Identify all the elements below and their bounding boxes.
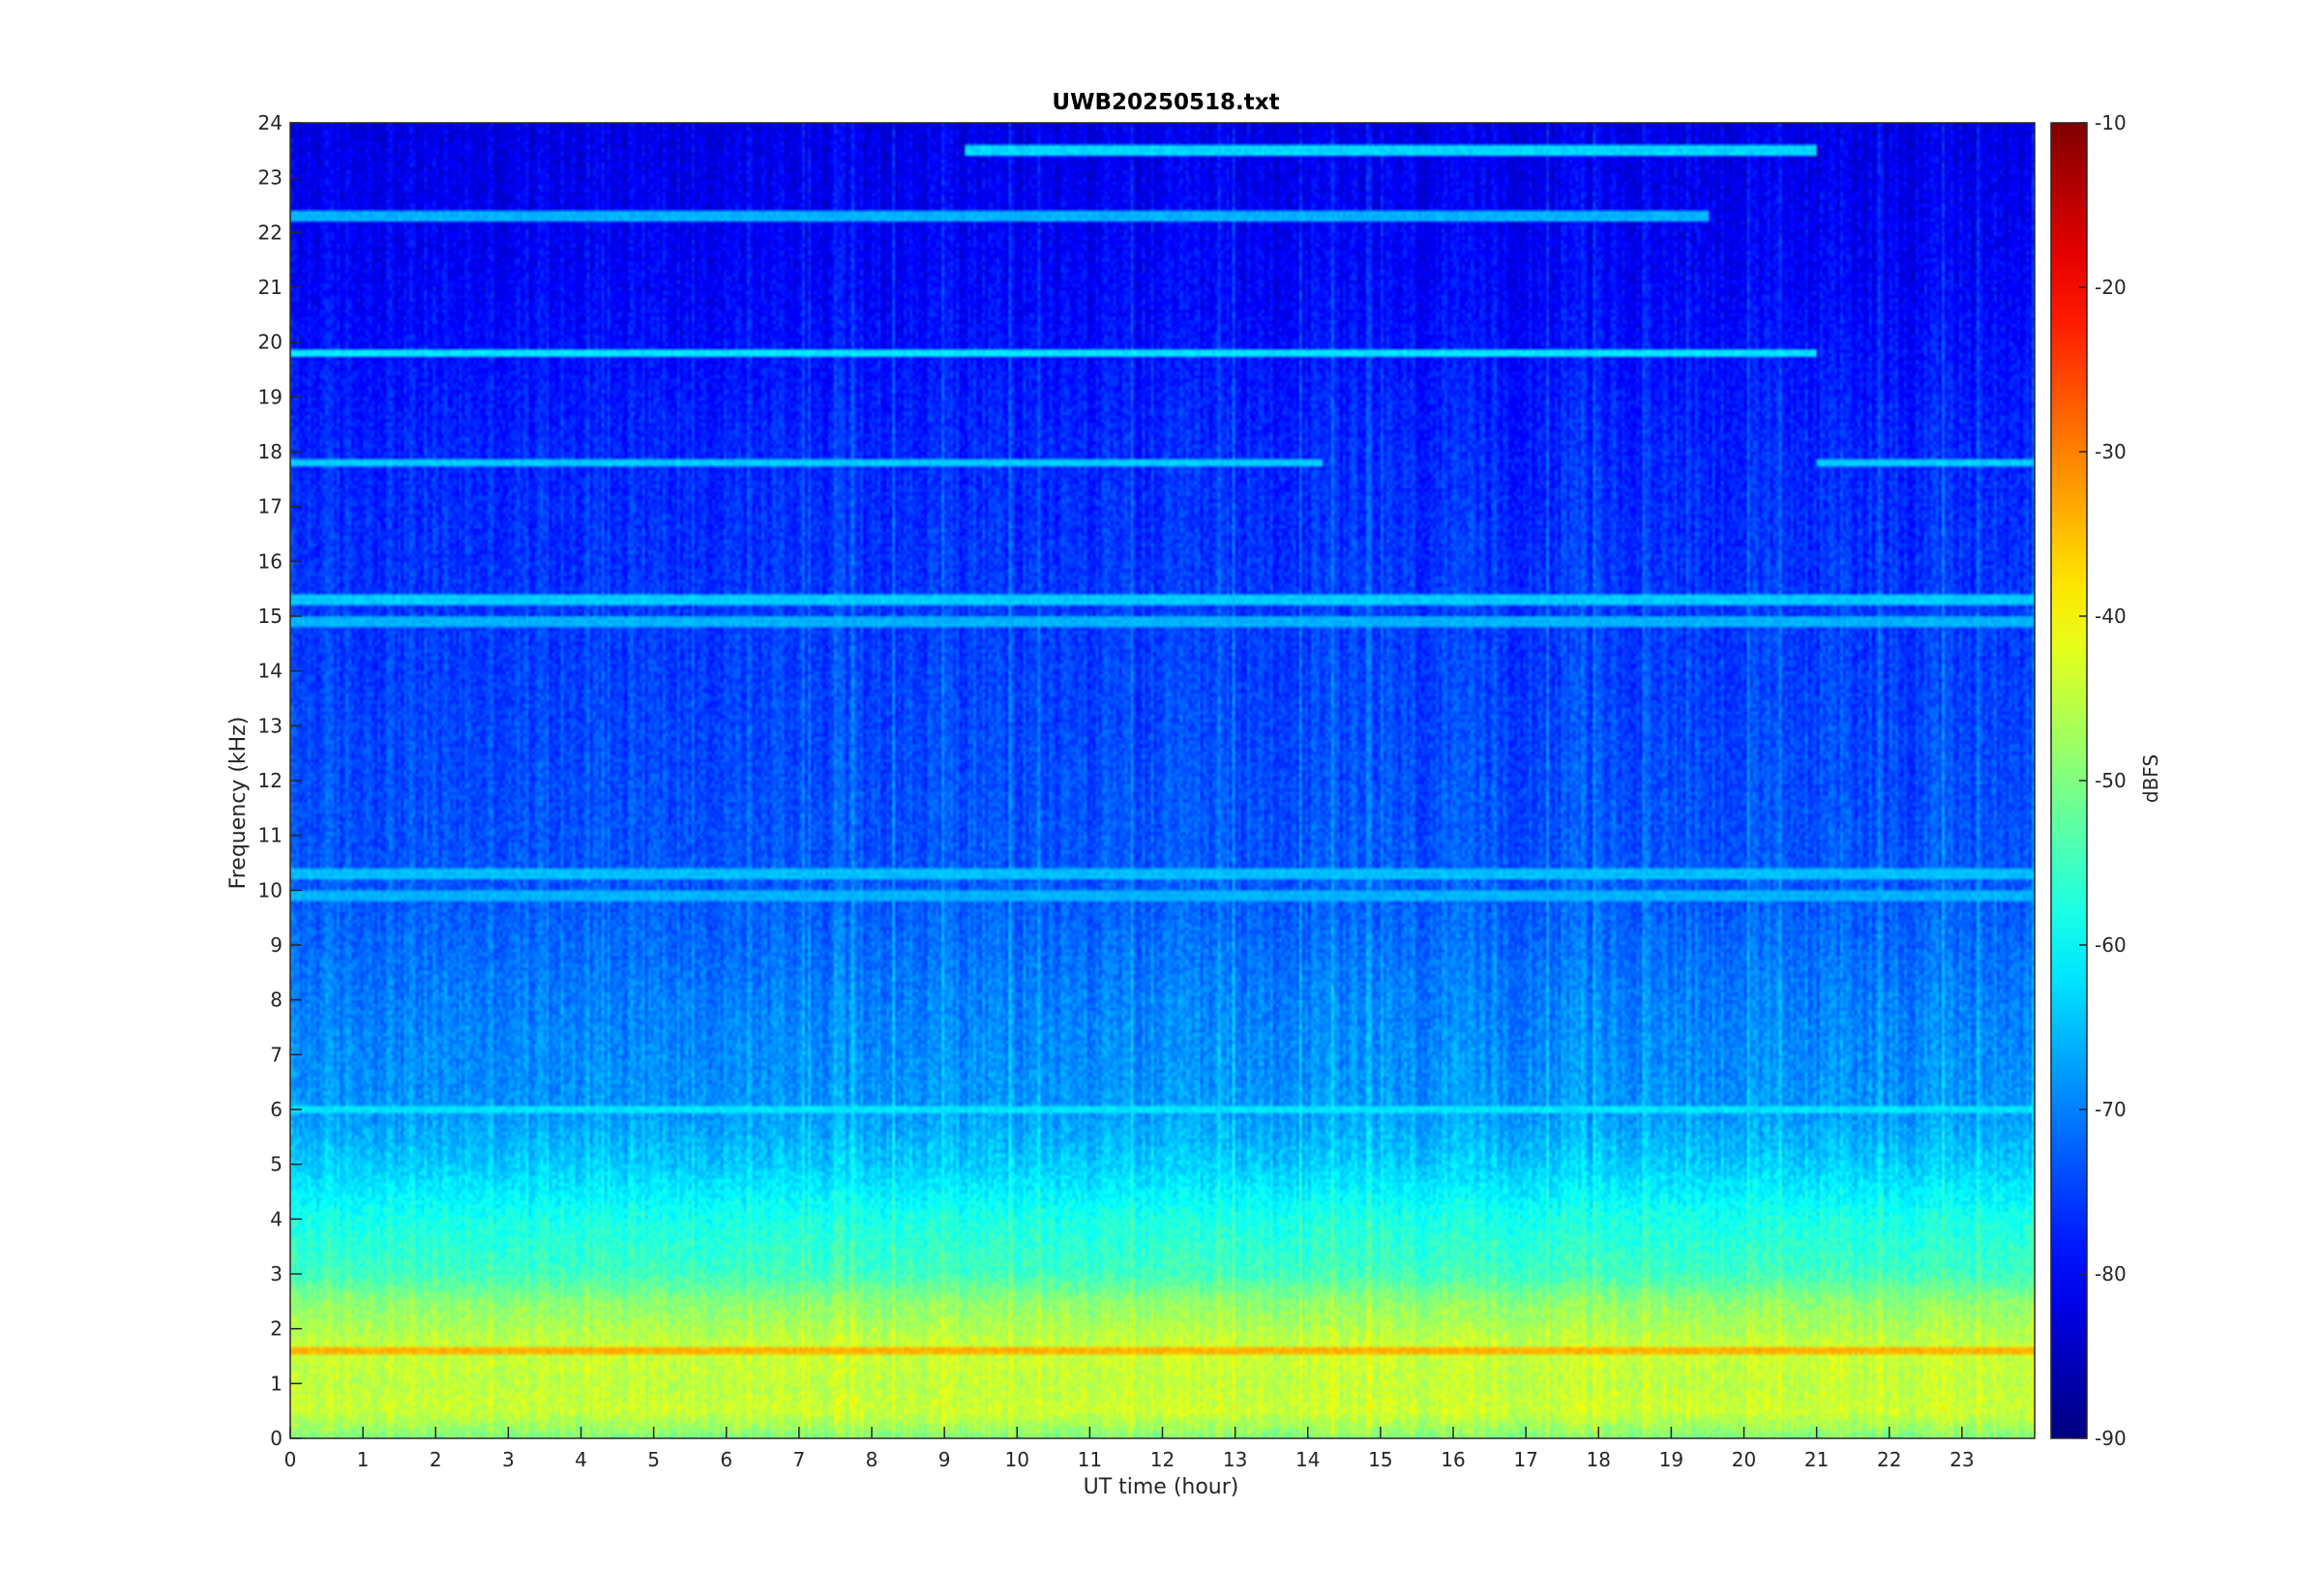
colorbar-tick-label: -50 xyxy=(2095,769,2127,792)
x-tick-label: 4 xyxy=(575,1448,587,1471)
x-tick-label: 20 xyxy=(1732,1448,1756,1471)
y-tick-label: 21 xyxy=(258,276,283,299)
y-tick-label: 6 xyxy=(270,1098,283,1121)
colorbar-label: dBFS xyxy=(2139,754,2162,803)
y-tick-label: 22 xyxy=(258,221,283,244)
colorbar-ticks: -10 -20 -30 -40 -50 -60 -70 -80 -90 xyxy=(2079,111,2127,1450)
y-tick-label: 12 xyxy=(258,769,283,792)
y-tick-label: 8 xyxy=(270,989,283,1012)
y-tick-label: 7 xyxy=(270,1043,283,1066)
y-tick-label: 0 xyxy=(270,1427,283,1450)
x-tick-label: 18 xyxy=(1587,1448,1611,1471)
spectrogram-image xyxy=(290,123,2035,1438)
colorbar-tick-label: -70 xyxy=(2095,1098,2127,1121)
y-tick-label: 9 xyxy=(270,933,283,957)
x-tick-label: 5 xyxy=(647,1448,660,1471)
y-tick-label: 23 xyxy=(258,166,283,190)
x-tick-label: 21 xyxy=(1804,1448,1829,1471)
colorbar-tick-label: -60 xyxy=(2095,933,2127,957)
y-tick-label: 11 xyxy=(258,824,283,847)
y-tick-label: 4 xyxy=(270,1207,283,1230)
colorbar-tick-label: -10 xyxy=(2095,111,2127,134)
y-tick-label: 24 xyxy=(258,111,283,134)
y-tick-label: 20 xyxy=(258,331,283,354)
x-axis-label: UT time (hour) xyxy=(1084,1475,1239,1499)
x-tick-label: 3 xyxy=(502,1448,515,1471)
x-tick-label: 9 xyxy=(938,1448,951,1471)
colorbar-tick-label: -90 xyxy=(2095,1427,2127,1450)
y-tick-label: 10 xyxy=(258,878,283,901)
y-tick-label: 17 xyxy=(258,495,283,518)
x-tick-label: 12 xyxy=(1150,1448,1175,1471)
y-tick-label: 5 xyxy=(270,1153,283,1176)
y-tick-label: 18 xyxy=(258,440,283,463)
y-axis-label: Frequency (kHz) xyxy=(226,717,251,890)
x-tick-label: 19 xyxy=(1659,1448,1683,1471)
colorbar-tick-label: -30 xyxy=(2095,440,2127,463)
x-tick-label: 2 xyxy=(430,1448,442,1471)
x-tick-label: 6 xyxy=(720,1448,732,1471)
y-tick-label: 19 xyxy=(258,385,283,408)
x-tick-label: 1 xyxy=(357,1448,370,1471)
x-tick-label: 13 xyxy=(1223,1448,1247,1471)
y-tick-label: 15 xyxy=(258,605,283,628)
y-tick-label: 3 xyxy=(270,1262,283,1286)
plot-area xyxy=(289,122,2036,1439)
x-axis-ticks: 0 1 2 3 4 5 6 7 8 9 10 11 12 13 14 15 16 17 18 19 20 21 22 23 xyxy=(284,1427,1975,1471)
colorbar-tick-label: -40 xyxy=(2095,605,2127,628)
chart-title: UWB20250518.txt xyxy=(1052,90,1279,115)
y-tick-label: 14 xyxy=(258,660,283,683)
x-tick-label: 11 xyxy=(1078,1448,1102,1471)
x-tick-label: 10 xyxy=(1005,1448,1029,1471)
x-tick-label: 14 xyxy=(1295,1448,1320,1471)
y-tick-label: 16 xyxy=(258,549,283,573)
y-tick-label: 13 xyxy=(258,714,283,737)
x-tick-label: 15 xyxy=(1368,1448,1392,1471)
x-tick-label: 8 xyxy=(866,1448,878,1471)
colorbar-tick-label: -20 xyxy=(2095,276,2127,299)
y-tick-label: 1 xyxy=(270,1372,283,1395)
x-tick-label: 23 xyxy=(1950,1448,1974,1471)
colorbar-tick-label: -80 xyxy=(2095,1262,2127,1286)
y-tick-label: 2 xyxy=(270,1317,283,1341)
x-tick-label: 22 xyxy=(1877,1448,1901,1471)
x-tick-label: 0 xyxy=(284,1448,297,1471)
x-tick-label: 17 xyxy=(1513,1448,1537,1471)
x-tick-label: 7 xyxy=(793,1448,806,1471)
x-tick-label: 16 xyxy=(1441,1448,1465,1471)
